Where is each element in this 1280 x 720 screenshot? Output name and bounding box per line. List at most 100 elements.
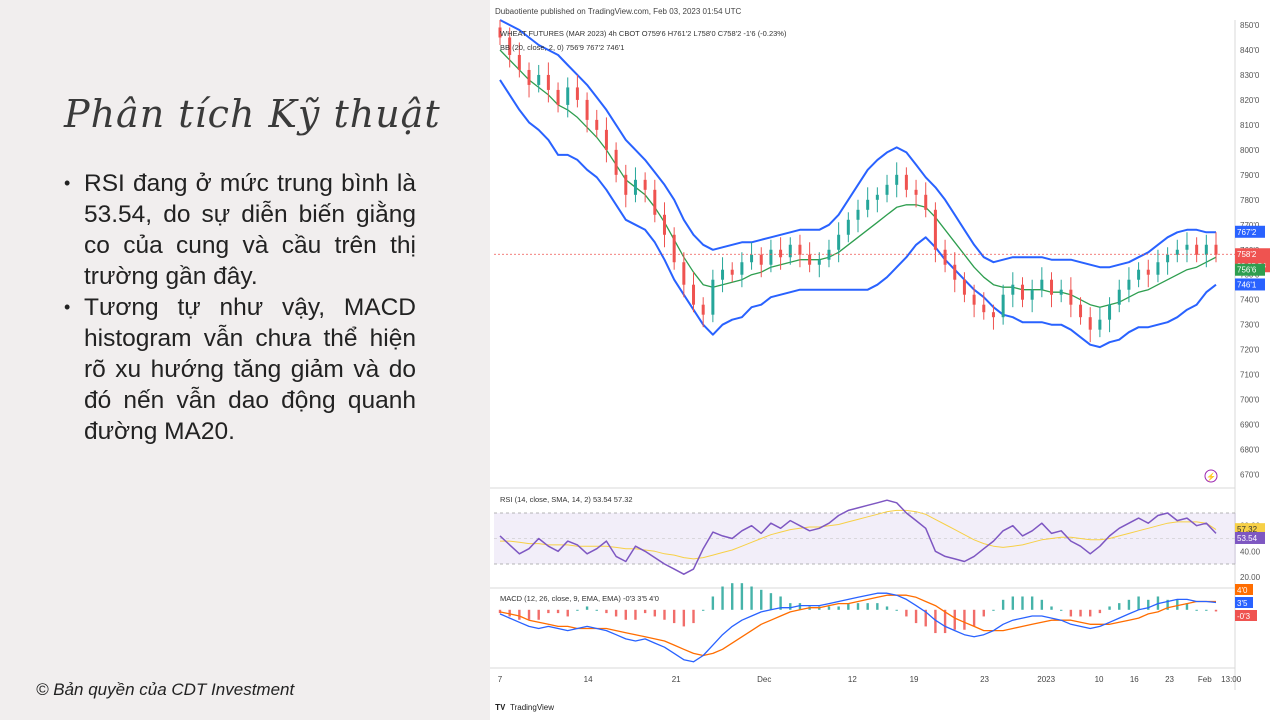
macd-histogram-bar [1195,609,1198,611]
macd-histogram-bar [827,606,831,610]
chart-background [490,0,1280,720]
price-tick-label: 790'0 [1240,171,1260,180]
macd-histogram-bar [643,609,647,614]
rsi-value-tag: 53.54 [1237,534,1258,543]
candle-body [1069,289,1073,305]
candle-body [1204,244,1208,255]
macd-histogram-bar [953,609,956,630]
macd-histogram-bar [943,609,947,634]
candle-body [517,54,521,70]
ma20-line [499,49,1217,308]
alert-flash-glyph: ⚡ [1206,472,1216,482]
macd-histogram-bar [701,609,705,611]
macd-histogram-bar [769,593,773,610]
price-tick-label: 720'0 [1240,346,1260,355]
candle-body [1127,279,1131,290]
candle-body [885,184,889,195]
candle-body [1088,317,1092,330]
candle-body [508,37,512,55]
price-tick-label: 690'0 [1240,421,1260,430]
macd-histogram-bar [624,609,627,620]
candle-body [662,214,666,235]
price-tick-label: 680'0 [1240,446,1260,455]
candle-body [817,259,821,265]
macd-histogram-bar [798,603,802,610]
candle-body [991,312,995,318]
macd-histogram-bar [537,609,540,620]
price-tick-label: 730'0 [1240,321,1260,330]
candle-body [585,99,589,120]
candle-body [750,254,754,263]
rsi-tick-label: 40.00 [1240,547,1261,556]
macd-histogram-bar [1021,596,1024,610]
macd-histogram-bar [1176,599,1179,610]
macd-histogram-bar [1079,609,1082,617]
candle-body [1214,244,1218,255]
candle-body [837,234,841,250]
candle-body [546,74,550,90]
macd-histogram-bar [1059,609,1063,611]
candle-body [1030,289,1034,300]
chart-canvas[interactable]: 850'0 840'0 830'0 820'0 810'0 800'0 790'0 780'0… [490,0,1280,720]
bullet-rsi: RSI đang ở mức trung bình là 53.54, do s… [64,168,416,292]
macd-histogram-bar [576,609,579,611]
macd-histogram-bar [605,609,608,614]
tradingview-chart-panel[interactable]: 850'0 840'0 830'0 820'0 810'0 800'0 790'0 780'0… [490,0,1280,720]
candle-body [808,254,812,265]
macd-histogram-bar [547,609,550,614]
macd-histogram-bar [1001,599,1005,610]
rsi-tick-label: 20.00 [1240,573,1261,582]
macd-histogram-bar [672,609,676,624]
price-tick-label: 780'0 [1240,196,1260,205]
time-tick-label: 10 [1095,675,1104,684]
bb-lower-price-tag: 746'1 [1237,280,1257,289]
macd-hist-tag: -0'3 [1237,612,1251,621]
macd-histogram-bar [1205,609,1208,611]
price-tick-label: 740'0 [1240,296,1260,305]
bb-legend: BB (20, close, 2, 0) 756'9 767'2 746'1 [500,43,624,52]
candle-body [701,304,705,315]
macd-histogram-bar [963,609,966,630]
bullet-macd: Tương tự như vậy, MACD histogram vẫn chư… [64,292,416,447]
macd-legend: MACD (12, 26, close, 9, EMA, EMA) -0'3 3… [500,594,659,603]
candle-body [711,279,715,315]
macd-histogram-bar [1030,596,1034,610]
rsi-sma-tag: 57.32 [1237,525,1258,534]
copyright-note: © Bản quyền của CDT Investment [36,680,295,699]
candle-body [1098,319,1102,330]
candle-body [1040,279,1044,290]
macd-histogram-bar [1040,599,1044,610]
macd-histogram-bar [1011,596,1015,610]
price-tick-label: 830'0 [1240,71,1260,80]
macd-histogram-bar [934,609,937,634]
macd-histogram-bar [1214,609,1218,612]
time-tick-label: Dec [757,675,771,684]
macd-histogram-bar [663,609,666,620]
candle-body [614,149,618,175]
macd-histogram-bar [518,609,521,620]
macd-histogram-bar [682,609,686,627]
candle-body [633,179,637,195]
macd-histogram-bar [972,609,976,627]
candle-body [827,249,831,260]
alert-flash-icon [1204,469,1218,483]
bb-upper-price-tag-bg [1235,225,1265,238]
candle-body [759,254,763,265]
macd-histogram-bar [837,606,840,610]
candle-body [653,189,657,215]
macd-histogram-bar [905,609,908,617]
macd-histogram-bar [566,609,569,617]
time-tick-label: 2023 [1037,675,1055,684]
macd-histogram-bar [1069,609,1073,617]
candle-body [1108,304,1112,320]
candle-body [769,249,773,265]
macd-line-tag-bg [1235,597,1253,608]
price-tick-label: 800'0 [1240,146,1260,155]
time-tick-label: 7 [498,675,503,684]
candle-body [933,209,937,250]
price-tick-label: 820'0 [1240,96,1260,105]
macd-histogram-bar [750,586,753,610]
macd-histogram-bar [992,609,995,611]
macd-histogram-bar [1137,596,1140,610]
candle-body [1050,279,1054,295]
